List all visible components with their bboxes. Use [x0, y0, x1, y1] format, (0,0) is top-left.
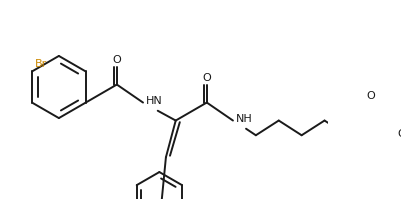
Text: NH: NH [236, 114, 253, 124]
Text: HN: HN [146, 96, 163, 106]
Text: Br: Br [35, 59, 47, 69]
Text: O: O [366, 91, 375, 101]
Text: O: O [112, 55, 121, 65]
Text: O: O [397, 129, 401, 139]
Text: O: O [203, 73, 211, 83]
